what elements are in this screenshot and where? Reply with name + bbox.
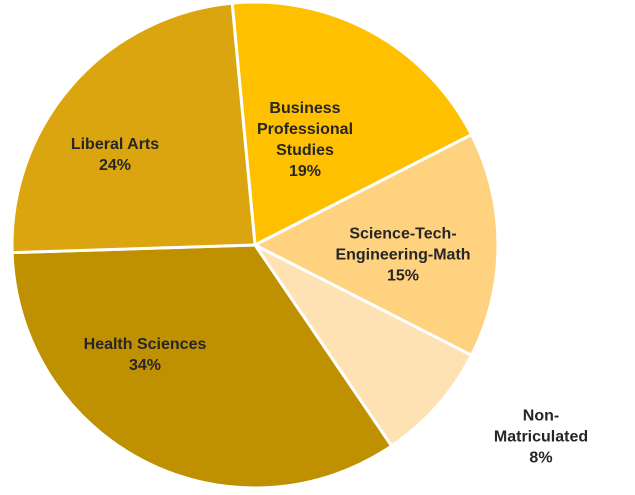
pie-slice	[253, 243, 474, 449]
value-label: 8%	[529, 449, 553, 467]
category-name: Business Professional Studies	[256, 100, 354, 159]
category-name: Liberal Arts	[70, 136, 160, 153]
value-label: 15%	[386, 267, 420, 285]
category-name: Non-Matriculated	[493, 407, 589, 446]
category-name: Health Sciences	[83, 336, 207, 353]
value-label: 24%	[98, 157, 132, 174]
slice-label: Liberal Arts 24%	[71, 134, 159, 176]
pie-slice	[10, 243, 394, 490]
value-label: 19%	[288, 163, 322, 180]
slice-label: Science-Tech- Engineering-Math 15%	[335, 224, 470, 287]
slice-label: Non-Matriculated 8%	[494, 406, 588, 469]
category-name: Science-Tech- Engineering-Math	[335, 225, 471, 264]
pie-slice	[10, 1, 257, 255]
pie-slice	[251, 132, 500, 358]
pie-slice	[230, 0, 474, 248]
value-label: 34%	[128, 357, 162, 374]
slice-label: Health Sciences 34%	[84, 334, 207, 376]
slice-label: Business Professional Studies 19%	[257, 98, 353, 182]
